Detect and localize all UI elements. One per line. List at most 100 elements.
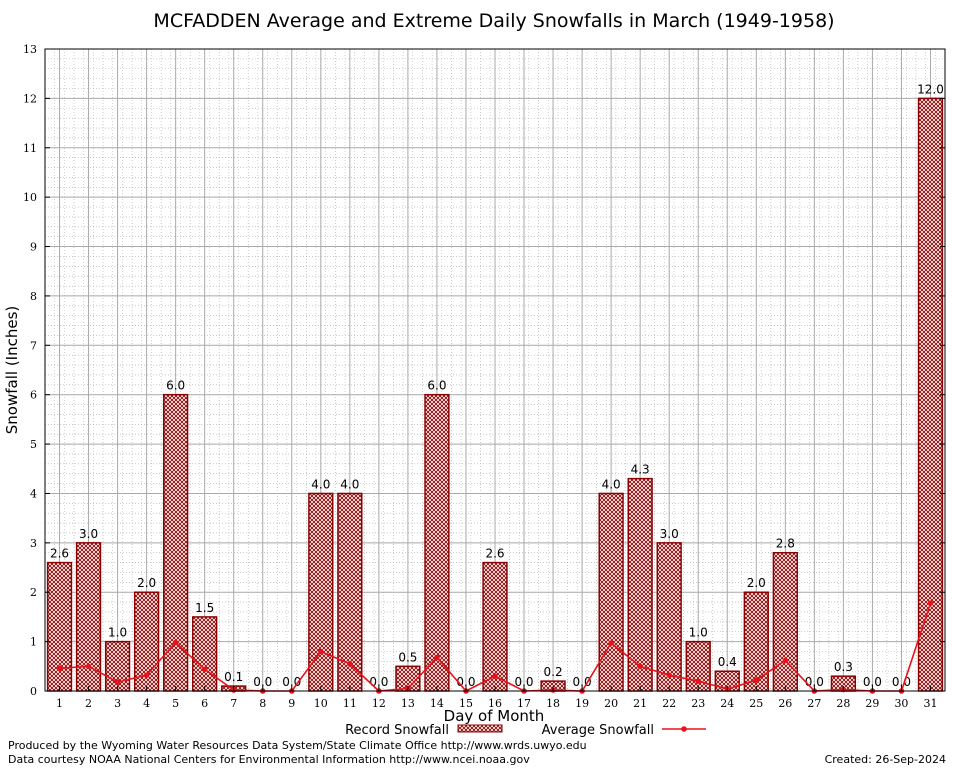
x-tick-label-28: 28 bbox=[836, 697, 850, 710]
x-tick-label-6: 6 bbox=[201, 697, 208, 710]
bar-label-day-6: 1.5 bbox=[195, 601, 214, 615]
x-tick-label-14: 14 bbox=[430, 697, 444, 710]
bar-label-day-25: 2.0 bbox=[747, 576, 766, 590]
bar-record-day-14 bbox=[424, 393, 450, 692]
bar-label-day-19: 0.0 bbox=[573, 675, 592, 689]
y-tick-label: 7 bbox=[30, 339, 37, 352]
x-tick-label-4: 4 bbox=[143, 697, 150, 710]
bar-label-day-14: 6.0 bbox=[427, 379, 446, 393]
average-point-day-14 bbox=[434, 654, 440, 661]
average-point-day-21 bbox=[637, 663, 643, 670]
x-tick-label-25: 25 bbox=[749, 697, 763, 710]
bar-label-day-3: 1.0 bbox=[108, 626, 127, 640]
average-point-day-16 bbox=[492, 673, 498, 679]
legend: Record Snowfall Average Snowfall bbox=[345, 723, 706, 738]
x-tick-label-30: 30 bbox=[894, 697, 908, 710]
x-tick-label-11: 11 bbox=[343, 697, 357, 710]
y-tick-label: 2 bbox=[30, 586, 37, 599]
bar-label-day-22: 3.0 bbox=[660, 527, 679, 541]
average-point-day-22 bbox=[666, 672, 672, 678]
bar-label-day-24: 0.4 bbox=[718, 655, 737, 669]
average-point-day-10 bbox=[318, 648, 324, 655]
footer-created: Created: 26-Sep-2024 bbox=[824, 753, 946, 766]
x-tick-label-15: 15 bbox=[459, 697, 473, 710]
y-tick-label: 10 bbox=[23, 191, 37, 204]
bar-record-day-25 bbox=[743, 591, 769, 692]
average-point-day-3 bbox=[114, 679, 121, 685]
average-point-day-6 bbox=[201, 666, 208, 673]
bar-label-day-23: 1.0 bbox=[689, 626, 708, 640]
footer-produced-by: Produced by the Wyoming Water Resources … bbox=[8, 739, 587, 752]
x-tick-label-9: 9 bbox=[288, 697, 295, 710]
x-tick-label-27: 27 bbox=[807, 697, 821, 710]
bar-label-day-5: 6.0 bbox=[166, 379, 185, 393]
bar-label-day-8: 0.0 bbox=[253, 675, 272, 689]
footer-courtesy: Data courtesy NOAA National Centers for … bbox=[8, 753, 530, 766]
y-tick-label: 9 bbox=[30, 241, 37, 254]
bar-record-day-16 bbox=[482, 561, 508, 692]
x-tick-label-20: 20 bbox=[604, 697, 618, 710]
average-point-day-20 bbox=[608, 640, 614, 646]
average-point-day-1 bbox=[56, 665, 63, 672]
x-tick-label-1: 1 bbox=[56, 697, 63, 710]
bar-label-day-13: 0.5 bbox=[398, 650, 417, 664]
x-tick-label-24: 24 bbox=[720, 697, 734, 710]
x-tick-label-19: 19 bbox=[575, 697, 589, 710]
y-tick-label: 5 bbox=[30, 438, 37, 451]
legend-average-label: Average Snowfall bbox=[542, 723, 654, 738]
x-tick-label-8: 8 bbox=[259, 697, 266, 710]
bar-label-day-29: 0.0 bbox=[863, 675, 882, 689]
y-tick-label: 6 bbox=[30, 389, 37, 402]
average-point-day-31 bbox=[927, 600, 934, 606]
x-tick-label-29: 29 bbox=[865, 697, 879, 710]
bar-label-day-17: 0.0 bbox=[514, 675, 533, 689]
x-tick-label-23: 23 bbox=[691, 697, 705, 710]
bar-record-day-6 bbox=[192, 616, 218, 692]
bar-record-day-20 bbox=[598, 492, 624, 692]
chart-title: MCFADDEN Average and Extreme Daily Snowf… bbox=[153, 10, 834, 32]
bar-label-day-4: 2.0 bbox=[137, 576, 156, 590]
legend-record-swatch bbox=[457, 724, 503, 733]
y-tick-label: 3 bbox=[30, 537, 37, 550]
bar-label-day-2: 3.0 bbox=[79, 527, 98, 541]
y-tick-label: 8 bbox=[30, 290, 37, 303]
bar-label-day-31: 12.0 bbox=[917, 82, 944, 96]
x-tick-label-16: 16 bbox=[488, 697, 502, 710]
y-tick-label: 1 bbox=[30, 636, 37, 649]
x-tick-label-12: 12 bbox=[372, 697, 386, 710]
x-tick-label-21: 21 bbox=[633, 697, 647, 710]
average-point-day-23 bbox=[695, 678, 702, 684]
average-point-day-25 bbox=[753, 677, 760, 683]
legend-record-label: Record Snowfall bbox=[345, 723, 449, 738]
average-point-day-26 bbox=[782, 657, 789, 664]
x-tick-label-18: 18 bbox=[546, 697, 560, 710]
bar-label-day-7: 0.1 bbox=[224, 670, 243, 684]
x-tick-label-22: 22 bbox=[662, 697, 676, 710]
bar-record-day-5 bbox=[162, 393, 189, 692]
legend-average-marker bbox=[681, 726, 687, 732]
bar-label-day-11: 4.0 bbox=[340, 477, 359, 491]
x-tick-label-5: 5 bbox=[172, 697, 179, 710]
bar-label-day-21: 4.3 bbox=[631, 463, 650, 477]
bar-label-day-18: 0.2 bbox=[544, 665, 563, 679]
y-tick-label: 0 bbox=[30, 685, 37, 698]
x-tick-label-31: 31 bbox=[923, 697, 937, 710]
bar-label-day-16: 2.6 bbox=[485, 547, 504, 561]
x-tick-label-17: 17 bbox=[517, 697, 531, 710]
y-tick-label: 11 bbox=[23, 142, 37, 155]
x-tick-label-2: 2 bbox=[85, 697, 92, 710]
bar-record-day-22 bbox=[656, 542, 682, 692]
bar-label-day-26: 2.8 bbox=[776, 537, 795, 551]
bar-label-day-28: 0.3 bbox=[834, 660, 853, 674]
y-tick-label: 12 bbox=[23, 92, 37, 105]
y-tick-label: 4 bbox=[30, 487, 37, 500]
bar-labels: 2.6 3.0 1.0 2.0 6.0 1.5 0.1 0.0 0.0 4.0 4.0 0.0 0.5 6… bbox=[50, 82, 944, 689]
x-axis-ticks: 1 2 3 4 5 6 7 8 9 10 11 12 13 14 15 16 17 18 19 20 21 22 23 24 2… bbox=[56, 686, 937, 710]
y-axis-label: Snowfall (Inches) bbox=[3, 306, 21, 434]
bar-label-day-1: 2.6 bbox=[50, 547, 69, 561]
bar-record-day-1 bbox=[46, 561, 73, 692]
bar-record-day-10 bbox=[308, 492, 334, 692]
average-point-day-11 bbox=[347, 661, 353, 667]
